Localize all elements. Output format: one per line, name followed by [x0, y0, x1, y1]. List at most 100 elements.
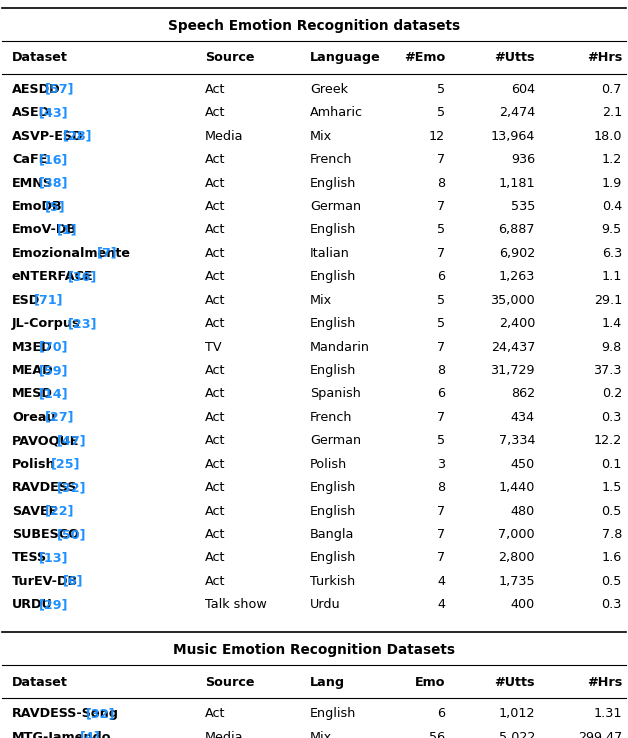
- Text: [7]: [7]: [97, 246, 118, 260]
- Text: Act: Act: [205, 270, 225, 283]
- Text: 12.2: 12.2: [593, 434, 622, 447]
- Text: 13,964: 13,964: [490, 130, 535, 142]
- Text: 604: 604: [511, 83, 535, 96]
- Text: Act: Act: [205, 83, 225, 96]
- Text: Act: Act: [205, 458, 225, 471]
- Text: Act: Act: [205, 505, 225, 517]
- Text: 299.47: 299.47: [578, 731, 622, 738]
- Text: Act: Act: [205, 387, 225, 401]
- Text: 9.8: 9.8: [602, 340, 622, 354]
- Text: 6: 6: [437, 707, 445, 720]
- Text: [4]: [4]: [80, 731, 100, 738]
- Text: JL-Corpus: JL-Corpus: [12, 317, 80, 330]
- Text: TESS: TESS: [12, 551, 47, 565]
- Text: TurEV-DB: TurEV-DB: [12, 575, 78, 587]
- Text: 8: 8: [437, 481, 445, 494]
- Text: 5: 5: [437, 224, 445, 236]
- Text: 18.0: 18.0: [593, 130, 622, 142]
- Text: Emo: Emo: [414, 675, 445, 689]
- Text: [43]: [43]: [39, 106, 69, 120]
- Text: 1,735: 1,735: [499, 575, 535, 587]
- Text: 1,012: 1,012: [499, 707, 535, 720]
- Text: 0.3: 0.3: [602, 599, 622, 611]
- Text: [59]: [59]: [39, 364, 68, 377]
- Text: Act: Act: [205, 246, 225, 260]
- Text: [32]: [32]: [57, 481, 86, 494]
- Text: [25]: [25]: [51, 458, 80, 471]
- Text: Act: Act: [205, 294, 225, 307]
- Text: Language: Language: [310, 51, 381, 64]
- Text: 12: 12: [429, 130, 445, 142]
- Text: 1.5: 1.5: [602, 481, 622, 494]
- Text: 7,000: 7,000: [499, 528, 535, 541]
- Text: Amharic: Amharic: [310, 106, 363, 120]
- Text: 7: 7: [437, 153, 445, 166]
- Text: 5,022: 5,022: [499, 731, 535, 738]
- Text: 936: 936: [511, 153, 535, 166]
- Text: English: English: [310, 364, 356, 377]
- Text: 9.5: 9.5: [602, 224, 622, 236]
- Text: Act: Act: [205, 551, 225, 565]
- Text: URDU: URDU: [12, 599, 53, 611]
- Text: 24,437: 24,437: [490, 340, 535, 354]
- Text: Act: Act: [205, 153, 225, 166]
- Text: 2,400: 2,400: [499, 317, 535, 330]
- Text: English: English: [310, 317, 356, 330]
- Text: Media: Media: [205, 130, 244, 142]
- Text: Act: Act: [205, 434, 225, 447]
- Text: 0.7: 0.7: [602, 83, 622, 96]
- Text: 7: 7: [437, 551, 445, 565]
- Text: PAVOQUE: PAVOQUE: [12, 434, 79, 447]
- Text: German: German: [310, 200, 361, 213]
- Text: ESD: ESD: [12, 294, 40, 307]
- Text: Speech Emotion Recognition datasets: Speech Emotion Recognition datasets: [168, 18, 460, 32]
- Text: Source: Source: [205, 51, 254, 64]
- Text: Act: Act: [205, 106, 225, 120]
- Text: SUBESCO: SUBESCO: [12, 528, 79, 541]
- Text: French: French: [310, 153, 352, 166]
- Text: Act: Act: [205, 528, 225, 541]
- Text: German: German: [310, 434, 361, 447]
- Text: Act: Act: [205, 317, 225, 330]
- Text: [32]: [32]: [85, 707, 115, 720]
- Text: MESD: MESD: [12, 387, 53, 401]
- Text: English: English: [310, 270, 356, 283]
- Text: 31,729: 31,729: [490, 364, 535, 377]
- Text: 7.8: 7.8: [602, 528, 622, 541]
- Text: 8: 8: [437, 176, 445, 190]
- Text: 1.2: 1.2: [602, 153, 622, 166]
- Text: 2.1: 2.1: [602, 106, 622, 120]
- Text: [6]: [6]: [62, 575, 83, 587]
- Text: RAVDESS: RAVDESS: [12, 481, 77, 494]
- Text: Act: Act: [205, 200, 225, 213]
- Text: 5: 5: [437, 294, 445, 307]
- Text: 4: 4: [437, 599, 445, 611]
- Text: Act: Act: [205, 575, 225, 587]
- Text: [71]: [71]: [33, 294, 63, 307]
- Text: 6: 6: [437, 270, 445, 283]
- Text: [57]: [57]: [45, 83, 75, 96]
- Text: [70]: [70]: [39, 340, 68, 354]
- Text: Mix: Mix: [310, 130, 332, 142]
- Text: 5: 5: [437, 83, 445, 96]
- Text: RAVDESS-Song: RAVDESS-Song: [12, 707, 119, 720]
- Text: 5: 5: [437, 106, 445, 120]
- Text: Act: Act: [205, 364, 225, 377]
- Text: 480: 480: [511, 505, 535, 517]
- Text: 7,334: 7,334: [499, 434, 535, 447]
- Text: [36]: [36]: [68, 270, 97, 283]
- Text: 1,181: 1,181: [499, 176, 535, 190]
- Text: 0.1: 0.1: [602, 458, 622, 471]
- Text: Mix: Mix: [310, 294, 332, 307]
- Text: 535: 535: [511, 200, 535, 213]
- Text: 0.5: 0.5: [602, 575, 622, 587]
- Text: English: English: [310, 551, 356, 565]
- Text: 5: 5: [437, 434, 445, 447]
- Text: Bangla: Bangla: [310, 528, 354, 541]
- Text: EmoDB: EmoDB: [12, 200, 63, 213]
- Text: ASED: ASED: [12, 106, 50, 120]
- Text: 7: 7: [437, 411, 445, 424]
- Text: 450: 450: [511, 458, 535, 471]
- Text: 434: 434: [511, 411, 535, 424]
- Text: [22]: [22]: [45, 505, 75, 517]
